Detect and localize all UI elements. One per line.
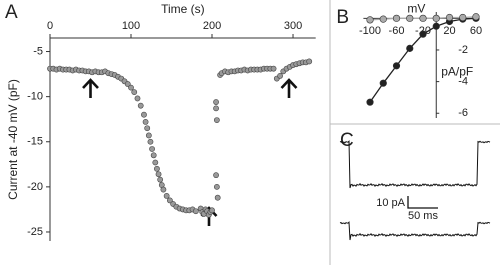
- data-point: [445, 13, 454, 22]
- scale-label: 10 pA: [376, 197, 405, 209]
- x-axis-label: Time (s): [161, 2, 205, 16]
- data-point: [379, 15, 387, 23]
- y-tick-label: -6: [458, 107, 468, 119]
- x-tick-label: -100: [359, 25, 381, 37]
- arrow: [82, 78, 99, 98]
- data-point: [124, 81, 131, 87]
- data-point: [149, 146, 155, 152]
- panel-label: B: [336, 7, 349, 28]
- x-tick-label: 200: [203, 20, 221, 32]
- data-point: [419, 30, 427, 38]
- data-point: [160, 186, 167, 193]
- data-point: [166, 197, 173, 204]
- data-point: [213, 105, 219, 112]
- data-point: [392, 14, 401, 22]
- data-point: [128, 84, 134, 91]
- scale-label: 50 ms: [408, 210, 438, 222]
- data-point: [213, 183, 220, 190]
- data-point: [154, 165, 160, 172]
- x-tick-label: 20: [443, 25, 455, 37]
- data-point: [213, 172, 219, 179]
- data-point: [366, 16, 374, 24]
- data-point: [419, 14, 427, 22]
- data-point: [157, 176, 164, 183]
- data-point: [150, 152, 157, 159]
- y-tick-label: -10: [27, 91, 43, 103]
- y-axis-label: Current at -40 mV (pF): [6, 79, 20, 200]
- data-point: [277, 72, 283, 79]
- data-point: [144, 125, 151, 132]
- data-point: [137, 102, 144, 109]
- current-trace: [339, 221, 491, 241]
- y-tick-label: -15: [27, 136, 43, 148]
- x-tick-label: 100: [122, 20, 140, 32]
- y-axis-label: pA/pF: [441, 64, 473, 78]
- data-point: [131, 89, 138, 96]
- x-tick-label: 300: [284, 20, 302, 32]
- data-point: [366, 98, 374, 106]
- data-point: [379, 79, 387, 87]
- current-trace: [339, 140, 491, 189]
- data-point: [134, 95, 141, 102]
- data-point: [145, 132, 152, 139]
- data-point: [213, 99, 219, 105]
- data-point: [432, 14, 440, 22]
- data-point: [142, 119, 149, 125]
- data-point: [152, 159, 159, 166]
- data-point: [141, 111, 147, 118]
- data-point: [214, 194, 221, 201]
- y-tick-label: -20: [27, 181, 43, 193]
- data-point: [213, 117, 220, 124]
- data-point: [155, 171, 162, 178]
- x-tick-label: -60: [389, 25, 405, 37]
- data-point: [406, 14, 414, 22]
- y-tick-label: -5: [33, 45, 43, 57]
- panel-label: C: [340, 130, 354, 151]
- data-point: [406, 44, 414, 52]
- data-point: [147, 138, 154, 145]
- data-point: [392, 62, 401, 70]
- data-point: [472, 13, 480, 21]
- panel-label: A: [5, 2, 18, 23]
- data-point: [459, 13, 467, 22]
- y-tick-label: -2: [458, 44, 468, 56]
- x-tick-label: 60: [470, 25, 482, 37]
- arrows: [82, 78, 298, 226]
- data-point: [209, 207, 215, 214]
- data-point: [163, 192, 170, 199]
- y-tick-label: -25: [27, 226, 43, 238]
- data-point: [192, 208, 199, 215]
- y-tick-label: -4: [458, 76, 468, 88]
- x-tick-label: 0: [47, 20, 53, 32]
- data-point: [270, 65, 277, 72]
- data-point: [306, 58, 313, 65]
- scale-bar: [407, 196, 438, 209]
- data-point: [432, 22, 440, 30]
- arrow: [280, 78, 298, 98]
- x-axis-label: mV: [407, 2, 425, 16]
